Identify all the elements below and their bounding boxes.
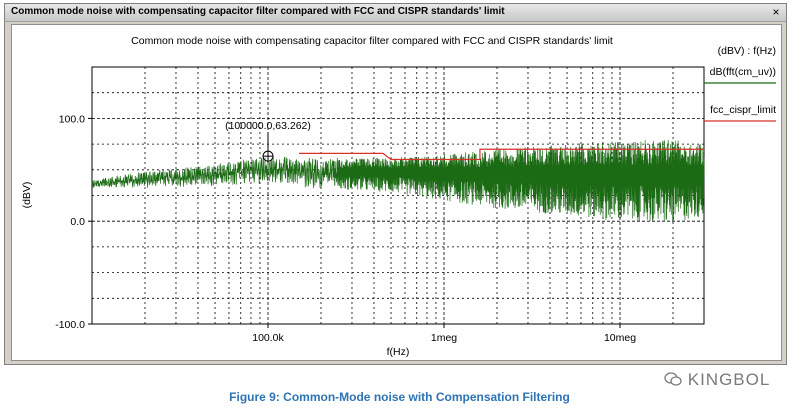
legend-header: (dBV) : f(Hz) xyxy=(718,45,776,57)
y-axis-label: (dBV) xyxy=(21,182,33,209)
series-trace-cm-noise xyxy=(91,139,705,223)
y-tick-label: 100.0 xyxy=(59,113,85,125)
plot-window: Common mode noise with compensating capa… xyxy=(4,3,787,365)
y-axis: 100.0 0.0 -100.0 xyxy=(55,113,92,331)
watermark: KINGBOL xyxy=(664,370,770,390)
x-axis-label: f(Hz) xyxy=(387,346,410,358)
legend-label: dB(fft(cm_uv)) xyxy=(710,66,776,78)
wechat-icon xyxy=(664,372,682,386)
chart-svg: Common mode noise with compensating capa… xyxy=(21,35,776,358)
x-tick-label: 10meg xyxy=(604,332,636,344)
x-tick-label: 1meg xyxy=(431,332,457,344)
annotation-label: (100000.0,63.262) xyxy=(225,120,311,132)
annotation: (100000.0,63.262) xyxy=(225,120,311,164)
traces xyxy=(91,139,705,223)
legend: (dBV) : f(Hz) dB(fft(cm_uv)) fcc_cispr_li… xyxy=(704,45,776,122)
watermark-text: KINGBOL xyxy=(687,370,771,389)
y-tick-label: -100.0 xyxy=(55,319,85,331)
window-titlebar[interactable]: Common mode noise with compensating capa… xyxy=(5,4,786,22)
figure-caption: Figure 9: Common-Mode noise with Compens… xyxy=(229,390,570,404)
legend-label: fcc_cispr_limit xyxy=(710,104,776,116)
series-trace-limit xyxy=(299,148,704,161)
x-tick-label: 100.0k xyxy=(252,332,284,344)
chart-title: Common mode noise with compensating capa… xyxy=(131,35,613,47)
window-title: Common mode noise with compensating capa… xyxy=(11,6,505,17)
x-axis: 100.0k 1meg 10meg xyxy=(252,324,636,344)
plot-pane: Common mode noise with compensating capa… xyxy=(11,24,782,361)
y-tick-label: 0.0 xyxy=(70,216,85,228)
close-button[interactable]: × xyxy=(772,5,780,19)
